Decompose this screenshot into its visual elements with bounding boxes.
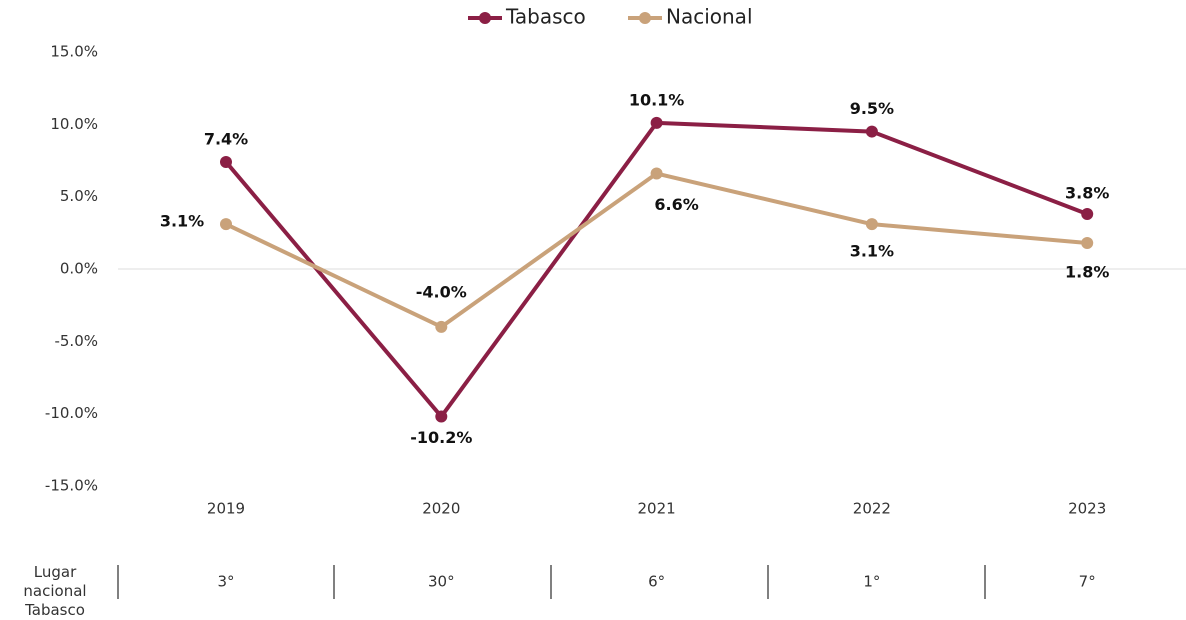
point xyxy=(650,167,663,180)
point xyxy=(865,218,878,231)
point xyxy=(1081,208,1094,221)
point xyxy=(220,218,232,231)
point xyxy=(650,116,663,129)
y-tick-label: -10.0% xyxy=(45,404,98,422)
value-label: 9.5% xyxy=(850,99,894,118)
legend-marker xyxy=(639,12,651,24)
point xyxy=(865,125,878,138)
y-tick-label: 5.0% xyxy=(60,187,98,205)
value-label: 10.1% xyxy=(629,90,685,109)
series-line xyxy=(224,120,1088,419)
y-tick-label: -5.0% xyxy=(54,332,98,350)
ranking-value: 7° xyxy=(1079,573,1096,591)
ranking-value: 1° xyxy=(863,573,880,591)
value-label: 3.1% xyxy=(850,242,894,261)
legend-label: Tabasco xyxy=(505,5,586,29)
x-tick-label: 2021 xyxy=(638,500,676,518)
ranking-value: 3° xyxy=(217,573,234,591)
ranking-label: Lugar nacional Tabasco xyxy=(23,563,87,619)
point xyxy=(435,320,448,333)
x-tick-label: 2022 xyxy=(853,500,891,518)
ranking-value: 6° xyxy=(648,573,665,591)
value-label: 3.1% xyxy=(160,212,204,231)
y-tick-label: 10.0% xyxy=(50,115,98,133)
x-tick-label: 2019 xyxy=(207,500,245,518)
point xyxy=(1081,236,1094,249)
x-tick-label: 2020 xyxy=(422,500,460,518)
y-tick-label: -15.0% xyxy=(45,477,98,495)
value-label: 6.6% xyxy=(654,195,698,214)
value-label: 3.8% xyxy=(1065,184,1109,203)
point xyxy=(220,155,232,168)
value-label: -4.0% xyxy=(416,282,467,301)
legend-marker xyxy=(479,12,491,24)
value-label: -10.2% xyxy=(410,428,472,447)
y-tick-label: 15.0% xyxy=(50,43,98,61)
point xyxy=(435,410,448,423)
x-tick-label: 2023 xyxy=(1068,500,1106,518)
value-label: 7.4% xyxy=(204,129,248,148)
value-label: 1.8% xyxy=(1065,262,1109,281)
legend-label: Nacional xyxy=(666,5,753,29)
y-tick-label: 0.0% xyxy=(60,260,98,278)
ranking-value: 30° xyxy=(428,573,455,591)
